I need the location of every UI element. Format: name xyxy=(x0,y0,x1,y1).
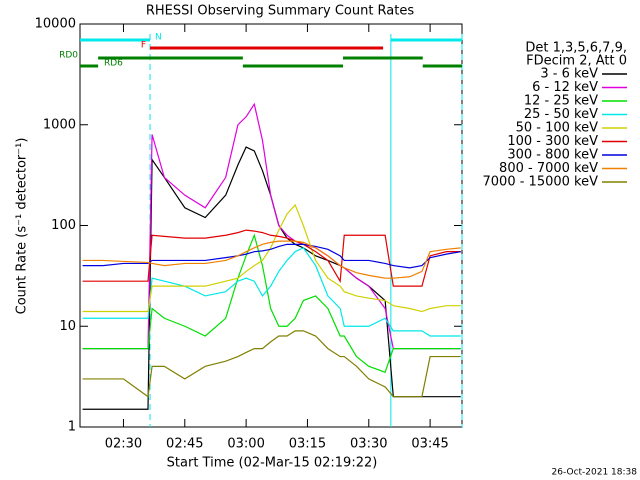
flag-bar xyxy=(390,38,462,42)
x-tick-label: 03:15 xyxy=(289,437,326,452)
x-tick-label: 03:30 xyxy=(350,437,387,452)
x-tick-label: 02:30 xyxy=(105,437,142,452)
x-tick-label: 03:00 xyxy=(227,437,264,452)
flag-bar xyxy=(242,64,344,68)
series-line xyxy=(82,247,461,337)
x-tick-label: 02:45 xyxy=(166,437,203,452)
series-line xyxy=(82,233,461,373)
legend-label: 300 - 800 keV xyxy=(507,148,598,163)
x-axis-label: Start Time (02-Mar-15 02:19:22) xyxy=(167,456,378,471)
legend-label: 3 - 6 keV xyxy=(540,67,598,82)
flag-label: N xyxy=(155,33,162,43)
flag-bar xyxy=(150,46,384,50)
x-tick-label: 03:45 xyxy=(411,437,448,452)
legend-label: 100 - 300 keV xyxy=(507,134,598,149)
legend-label: 6 - 12 keV xyxy=(532,80,598,95)
series-line xyxy=(82,330,461,398)
legend-label: 50 - 100 keV xyxy=(516,121,599,136)
chart-title: RHESSI Observing Summary Count Rates xyxy=(146,4,415,19)
legend-label: 25 - 50 keV xyxy=(524,107,598,122)
flag-label: RD6 xyxy=(104,59,123,69)
series-line xyxy=(82,229,461,287)
flag-bar xyxy=(80,38,151,42)
legend-header: FDecim 2, Att 0 xyxy=(526,54,627,69)
y-tick-label: 10 xyxy=(59,319,76,334)
series-line xyxy=(82,146,461,410)
flag-bar xyxy=(343,56,423,60)
y-axis-label: Count Rate (s⁻¹ detector⁻¹) xyxy=(15,138,30,315)
legend-label: 7000 - 15000 keV xyxy=(483,175,599,190)
flag-bar xyxy=(422,64,462,68)
y-tick-label: 100 xyxy=(51,218,76,233)
series-line xyxy=(82,243,461,269)
series-line xyxy=(82,203,461,313)
flag-label: F xyxy=(141,41,146,51)
series-line xyxy=(82,240,461,279)
legend-label: 800 - 7000 keV xyxy=(499,161,598,176)
flag-label: RD0 xyxy=(59,51,78,61)
flag-bar xyxy=(98,56,243,60)
legend-header: Det 1,3,5,6,7,9, xyxy=(525,41,627,56)
y-tick-label: 10000 xyxy=(35,17,76,32)
footer-date: 26-Oct-2021 18:38 xyxy=(552,468,638,478)
flag-bar xyxy=(80,64,99,68)
y-tick-label: 1000 xyxy=(43,117,76,132)
plot-frame xyxy=(79,23,463,428)
legend-label: 12 - 25 keV xyxy=(524,94,598,109)
y-tick-label: 1 xyxy=(68,420,76,435)
